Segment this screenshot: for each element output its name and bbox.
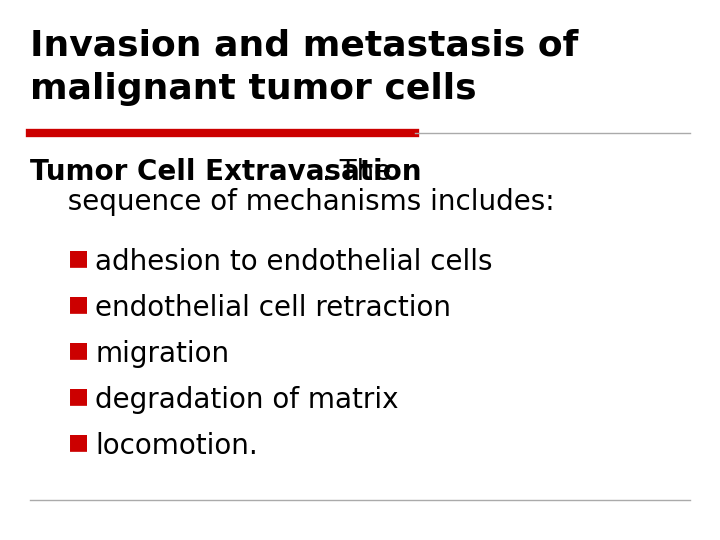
Text: endothelial cell retraction: endothelial cell retraction: [95, 294, 451, 322]
Text: ■: ■: [68, 386, 89, 406]
Text: locomotion.: locomotion.: [95, 432, 258, 460]
Text: Tumor Cell Extravasation: Tumor Cell Extravasation: [30, 158, 421, 186]
Text: ■: ■: [68, 432, 89, 452]
Text: ■: ■: [68, 294, 89, 314]
Text: malignant tumor cells: malignant tumor cells: [30, 72, 477, 106]
Text: migration: migration: [95, 340, 229, 368]
Text: Invasion and metastasis of: Invasion and metastasis of: [30, 28, 578, 62]
Text: adhesion to endothelial cells: adhesion to endothelial cells: [95, 248, 492, 276]
Text: degradation of matrix: degradation of matrix: [95, 386, 398, 414]
Text: sequence of mechanisms includes:: sequence of mechanisms includes:: [50, 188, 554, 216]
Text: ■: ■: [68, 340, 89, 360]
Text: ■: ■: [68, 248, 89, 268]
Text: . The: . The: [322, 158, 391, 186]
